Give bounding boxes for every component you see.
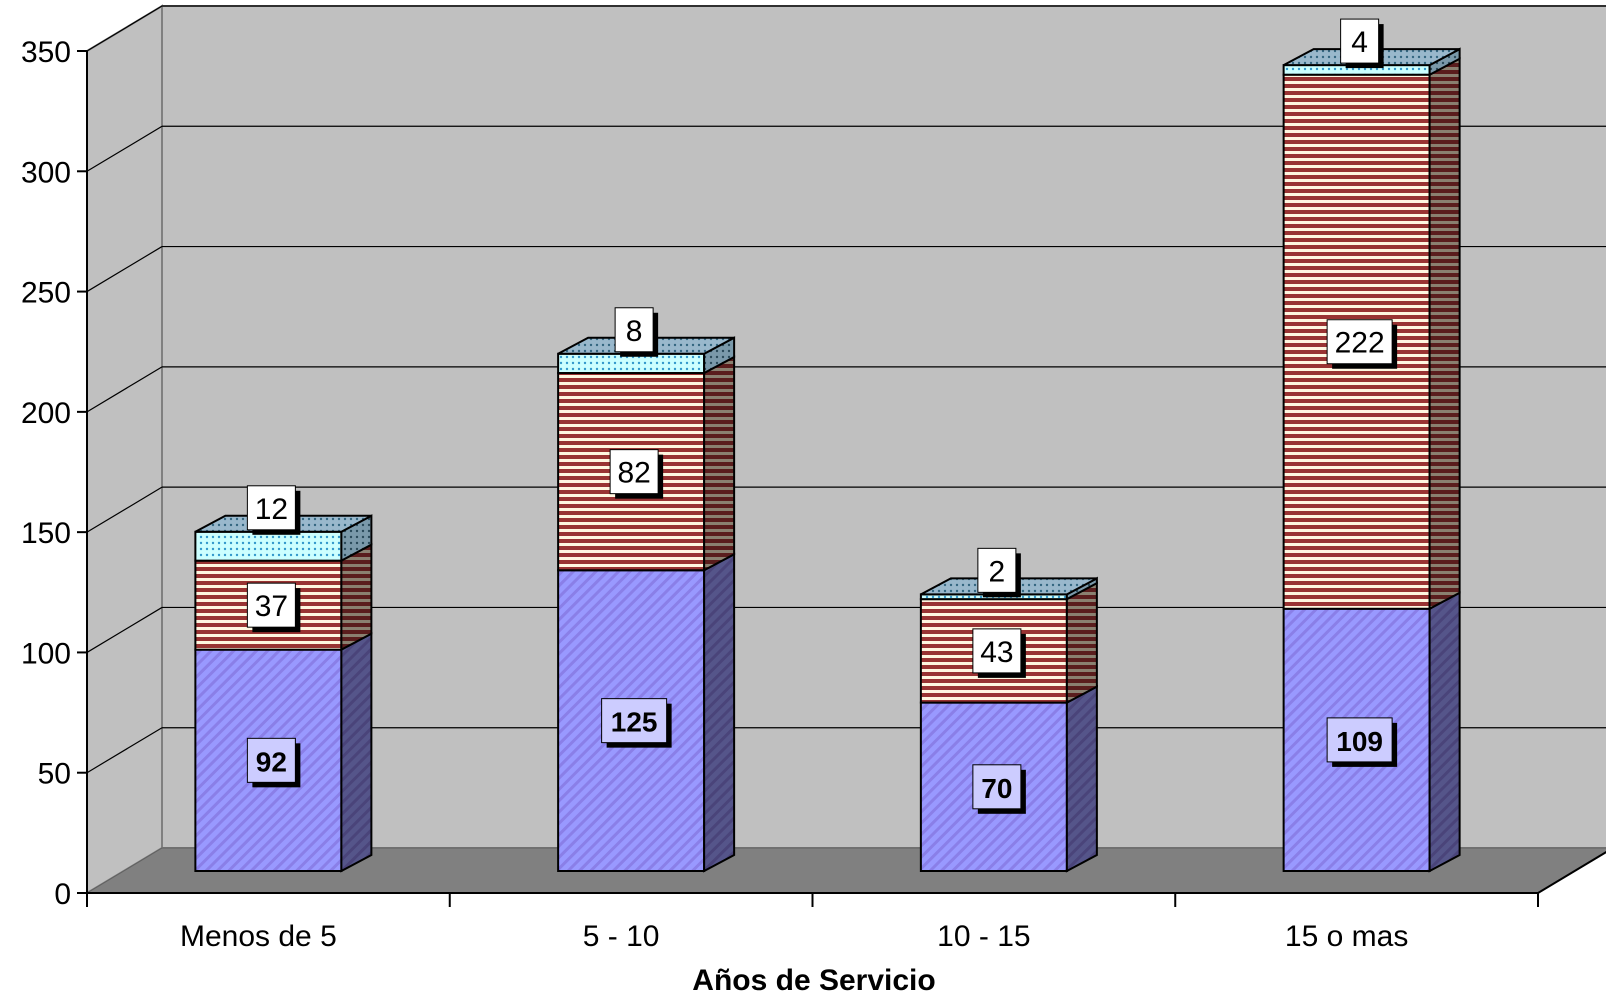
gridline-side	[86, 125, 163, 172]
x-axis-title: Años de Servicio	[692, 964, 935, 997]
bar-segment-side	[703, 552, 736, 873]
data-label-box	[609, 449, 659, 495]
data-label: 2	[989, 555, 1006, 588]
data-label-group: 2	[977, 547, 1021, 598]
data-label-group: 82	[609, 449, 664, 499]
data-label: 8	[626, 315, 643, 348]
y-tick-label: 250	[21, 277, 71, 310]
data-label: 222	[1335, 327, 1385, 360]
y-tick-label: 300	[21, 156, 71, 189]
bar-segment-side	[1428, 57, 1461, 611]
data-label-box	[977, 547, 1017, 593]
data-label-group: 222	[1326, 319, 1398, 369]
data-label-box	[601, 698, 668, 744]
data-label: 4	[1351, 26, 1368, 59]
data-label-group: 70	[972, 764, 1026, 814]
y-tick-label: 200	[21, 397, 71, 430]
data-label-group: 43	[972, 628, 1026, 678]
y-tick-label: 150	[21, 517, 71, 550]
x-tick-label: Menos de 5	[180, 920, 337, 953]
x-axis-depth-line	[1537, 851, 1606, 894]
data-label-box	[246, 737, 296, 783]
data-label: 37	[255, 590, 288, 623]
data-label: 82	[617, 457, 650, 490]
data-label-box	[1326, 717, 1393, 763]
bar-segment-side	[703, 355, 736, 572]
data-label: 43	[980, 636, 1013, 669]
data-label-box	[972, 764, 1022, 810]
gridline-side	[86, 246, 163, 293]
bar-segment-side	[1428, 591, 1461, 873]
x-tick-label: 5 - 10	[583, 920, 660, 953]
data-label-group: 109	[1326, 717, 1398, 767]
y-tick-label: 0	[54, 878, 71, 911]
bar-segment-side	[1065, 684, 1098, 873]
data-label-group: 4	[1340, 18, 1384, 69]
data-label-box	[614, 307, 654, 353]
bar-segment-side	[340, 542, 373, 652]
x-tick-label: 10 - 15	[937, 920, 1030, 953]
gridline-side	[86, 5, 163, 52]
bar-segment-side	[1065, 581, 1098, 705]
data-label-group: 125	[601, 698, 672, 748]
bar-segment	[194, 530, 343, 562]
side-wall	[86, 4, 163, 895]
y-tick-label: 100	[21, 637, 71, 670]
data-label: 70	[981, 773, 1012, 804]
x-tick-label: 15 o mas	[1285, 920, 1408, 953]
y-tick-label: 350	[21, 36, 71, 69]
data-label-group: 37	[246, 582, 301, 633]
data-label: 92	[256, 746, 287, 777]
bar-segment-side	[340, 632, 373, 873]
gridline-side	[86, 727, 163, 774]
gridline-side	[86, 366, 163, 413]
data-label-box	[972, 628, 1022, 674]
data-label-group: 92	[246, 737, 301, 788]
data-label-box	[1340, 18, 1380, 64]
data-label-group: 8	[614, 307, 659, 357]
gridline-side	[86, 606, 163, 653]
data-label-box	[246, 582, 296, 628]
data-label: 109	[1336, 726, 1383, 757]
data-label-group: 12	[246, 485, 301, 535]
gridline-side	[86, 486, 163, 533]
data-label-box	[1326, 319, 1393, 365]
data-label-box	[246, 485, 296, 531]
y-tick-label: 50	[38, 758, 71, 791]
data-label: 125	[611, 707, 658, 738]
data-label: 12	[255, 493, 288, 526]
